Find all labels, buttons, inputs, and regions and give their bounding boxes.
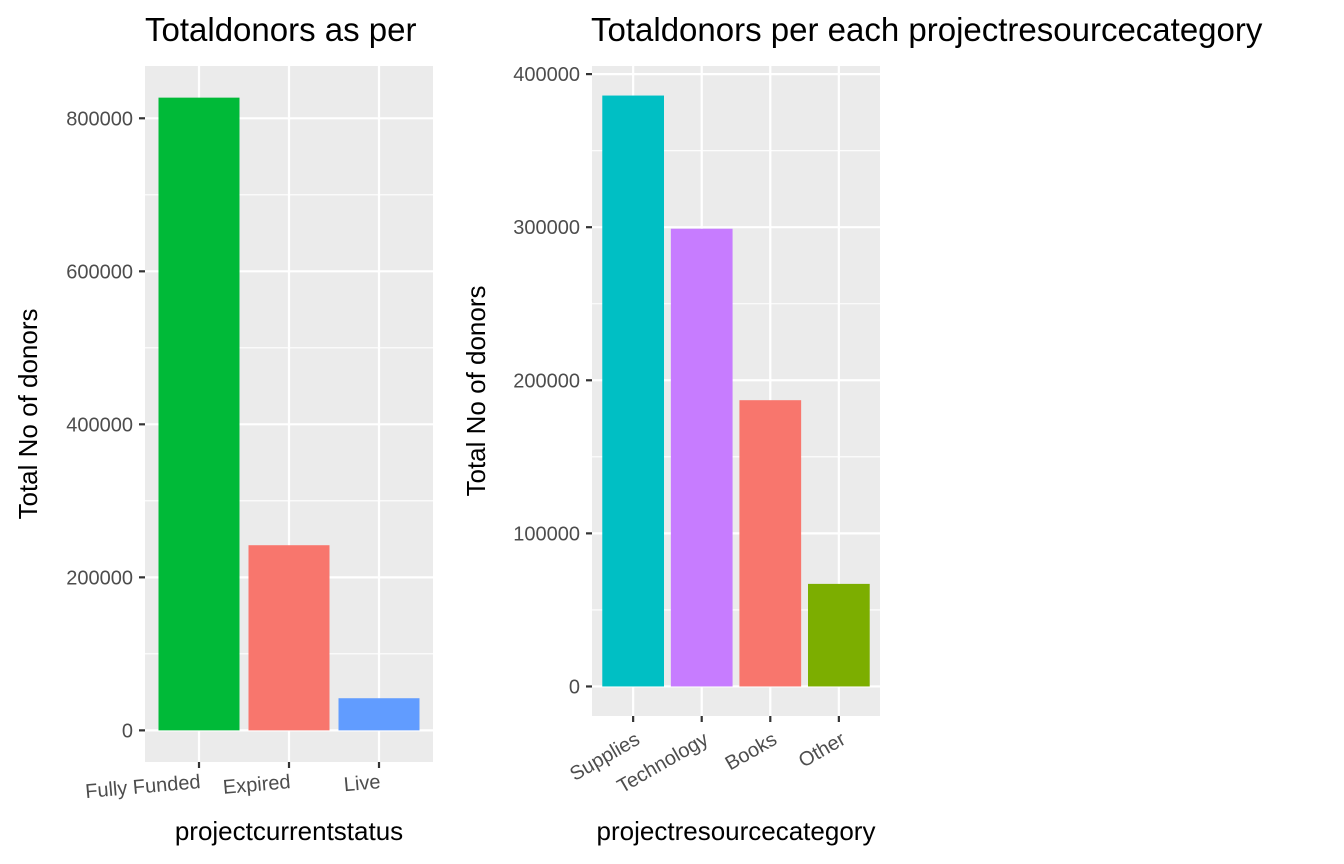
y-axis-ticks: 0 200000 400000 600000 800000 <box>66 108 145 742</box>
bars <box>602 95 870 687</box>
chart-status: Totaldonors as per 0 200000 400000 600000 80… <box>13 11 433 846</box>
x-tick-label: Books <box>722 728 781 775</box>
bar <box>248 545 330 731</box>
bar <box>158 97 240 731</box>
y-axis-title: Total No of donors <box>13 308 43 519</box>
x-tick-label: Expired <box>222 771 291 799</box>
y-tick-label: 300000 <box>513 217 580 239</box>
x-tick-label: Live <box>343 771 381 796</box>
x-axis-title: projectcurrentstatus <box>175 816 403 846</box>
y-tick-label: 0 <box>122 720 133 742</box>
y-tick-label: 400000 <box>513 64 580 86</box>
chart-title: Totaldonors as per <box>145 11 417 48</box>
y-tick-label: 100000 <box>513 523 580 545</box>
y-tick-label: 800000 <box>66 108 133 130</box>
y-tick-label: 200000 <box>66 567 133 589</box>
chart-title: Totaldonors per each projectresourcecate… <box>591 11 1263 48</box>
y-axis-ticks: 0 100000 200000 300000 400000 <box>513 64 592 698</box>
x-axis-ticks: Fully Funded Expired Live <box>84 762 381 803</box>
bar <box>808 583 870 687</box>
x-tick-label: Fully Funded <box>84 771 201 803</box>
chart-resource-category: Totaldonors per each projectresourcecate… <box>461 11 1263 846</box>
bar <box>739 400 802 687</box>
y-tick-label: 0 <box>569 676 580 698</box>
bar <box>338 698 420 731</box>
y-tick-label: 400000 <box>66 414 133 436</box>
bars <box>158 97 420 731</box>
y-tick-label: 200000 <box>513 370 580 392</box>
bar <box>670 228 733 687</box>
y-tick-label: 600000 <box>66 261 133 283</box>
bar <box>602 95 664 687</box>
x-tick-label: Other <box>795 728 850 772</box>
x-axis-title: projectresourcecategory <box>597 816 876 846</box>
y-axis-title: Total No of donors <box>461 285 491 496</box>
